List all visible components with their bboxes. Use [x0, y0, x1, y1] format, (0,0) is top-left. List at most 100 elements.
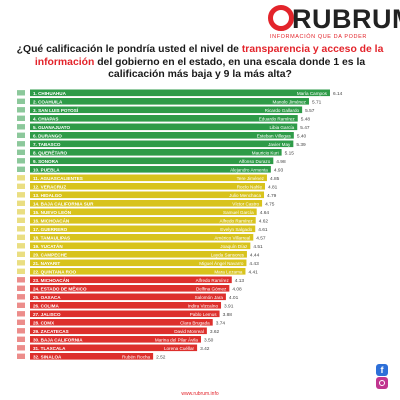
governor-label-12: Rocío Nahle — [237, 184, 263, 189]
governor-label-7: Javier May — [268, 142, 291, 147]
state-label-5: 5. GUANAJUATO — [33, 125, 71, 130]
state-label-15: 15. NUEVO LEÓN — [33, 208, 72, 215]
question-highlight: transparencia y acceso de la información — [34, 44, 384, 68]
governor-label-25: Salomón Jara — [195, 295, 224, 300]
state-label-10: 10. PUEBLA — [33, 167, 60, 172]
party-logo-14 — [17, 200, 25, 206]
bar-8 — [30, 149, 282, 156]
state-label-14: 14. BAJA CALIFORNIA SUR — [33, 201, 94, 206]
party-logo-8 — [17, 149, 25, 155]
party-logo-15 — [17, 209, 25, 215]
value-label-15: 4.64 — [260, 210, 270, 216]
party-logo-10 — [17, 166, 25, 172]
value-label-7: 5.39 — [296, 142, 306, 148]
state-label-2: 2. COAHUILA — [33, 99, 63, 104]
party-logo-23 — [17, 277, 25, 283]
governor-label-17: Evelyn Salgado — [220, 227, 252, 232]
party-logo-7 — [17, 141, 25, 147]
value-label-1: 6.14 — [333, 91, 343, 97]
bar-9 — [30, 157, 274, 165]
party-logo-12 — [17, 183, 25, 189]
value-label-30: 3.50 — [204, 337, 214, 343]
party-logo-28 — [17, 319, 25, 325]
bar-14 — [30, 200, 263, 207]
bar-13 — [30, 191, 265, 199]
value-label-31: 3.42 — [200, 346, 210, 352]
governor-label-9: Alfonso Durazo — [239, 159, 271, 164]
state-label-18: 18. TAMAULIPAS — [33, 235, 70, 240]
value-label-29: 3.62 — [210, 329, 220, 335]
value-label-25: 4.01 — [229, 295, 239, 301]
bar-31 — [30, 344, 198, 352]
governor-label-3: Ricardo Gallardo — [265, 108, 300, 113]
bar-6 — [30, 132, 294, 139]
bar-25 — [30, 293, 226, 301]
logo-ring-icon — [268, 5, 294, 31]
party-logo-17 — [17, 226, 25, 232]
state-label-20: 20. CAMPECHE — [33, 252, 67, 257]
governor-label-28: Clara Brugada — [180, 320, 210, 325]
instagram-icon[interactable] — [376, 377, 388, 389]
bar-30 — [30, 336, 201, 343]
value-label-3: 5.57 — [305, 108, 315, 114]
question-part-2: del gobierno en el estado, en una escala… — [94, 56, 366, 81]
governor-label-5: Libia García — [269, 125, 294, 130]
value-label-18: 4.57 — [256, 235, 266, 241]
party-logo-9 — [17, 158, 25, 164]
bar-11 — [30, 174, 267, 182]
facebook-icon[interactable]: f — [376, 364, 388, 376]
survey-question: ¿Qué calificación le pondría usted el ni… — [10, 44, 390, 82]
bar-26 — [30, 302, 222, 309]
value-label-23: 4.13 — [235, 278, 245, 284]
party-logo-32 — [17, 353, 25, 359]
governor-label-23: Alfredo Ramírez — [196, 278, 230, 283]
governor-label-13: Julio Menchaca — [229, 193, 261, 198]
bar-1 — [30, 89, 330, 97]
governor-label-2: Manolo Jiménez — [273, 99, 307, 104]
governor-label-29: David Monreal — [174, 329, 204, 334]
value-label-19: 4.51 — [253, 244, 263, 250]
party-logo-29 — [17, 328, 25, 334]
governor-label-1: María Campos — [297, 91, 328, 96]
party-logo-6 — [17, 132, 25, 138]
party-logo-3 — [17, 107, 25, 113]
value-label-22: 4.41 — [248, 269, 258, 275]
state-label-21: 21. NAYARIT — [33, 261, 60, 266]
state-label-9: 9. SONORA — [33, 159, 59, 164]
value-label-26: 3.91 — [224, 303, 234, 309]
bar-15 — [30, 208, 257, 216]
party-logo-5 — [17, 124, 25, 130]
party-logo-13 — [17, 192, 25, 198]
governor-label-8: Mauricio Kuri — [252, 150, 279, 155]
governor-label-6: Esteban Villegas — [257, 133, 292, 138]
state-label-27: 27. JALISCO — [33, 312, 61, 317]
governor-label-4: Eduardo Ramírez — [259, 116, 296, 121]
governor-label-11: Tere Jiménez — [237, 176, 265, 181]
value-label-27: 3.88 — [223, 312, 233, 318]
bar-12 — [30, 183, 266, 190]
governor-label-19: Joaquín Díaz — [220, 244, 248, 249]
value-label-9: 4.98 — [276, 159, 286, 165]
party-logo-19 — [17, 243, 25, 249]
bar-23 — [30, 276, 232, 284]
rubrum-logo: RUBRUM INFORMACIÓN QUE DA PODER — [268, 4, 400, 44]
governor-label-16: Alfredo Ramírez — [220, 218, 254, 223]
value-label-14: 4.75 — [265, 201, 275, 207]
state-label-1: 1. CHIHUAHUA — [33, 91, 67, 96]
state-label-17: 17. GUERRERO — [33, 227, 68, 232]
bar-27 — [30, 310, 220, 318]
value-label-2: 5.71 — [312, 99, 322, 105]
party-logo-20 — [17, 251, 25, 257]
bar-28 — [30, 319, 213, 326]
value-label-17: 4.61 — [258, 227, 268, 233]
value-label-32: 2.52 — [156, 354, 166, 360]
footer-url[interactable]: www.rubrum.info — [181, 391, 219, 397]
value-label-8: 5.15 — [285, 150, 295, 156]
party-logo-30 — [17, 336, 25, 342]
bar-17 — [30, 225, 256, 233]
governor-label-10: Alejandro Armenta — [230, 167, 268, 172]
governor-label-24: Delfina Gómez — [196, 286, 227, 291]
state-label-28: 28. CDMX — [33, 320, 55, 325]
party-logo-27 — [17, 311, 25, 317]
